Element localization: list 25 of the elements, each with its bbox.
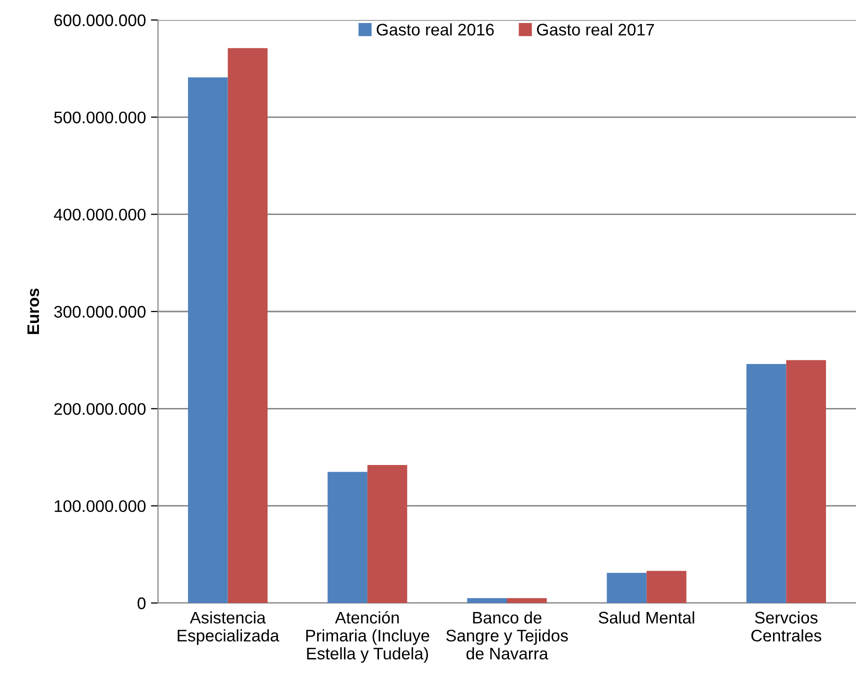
x-tick-label: Banco de Sangre y Tejidos de Navarra bbox=[446, 611, 568, 660]
bar bbox=[507, 598, 547, 603]
x-tick-label: Atención Primaria (Incluye Estella y Tudela) bbox=[306, 611, 430, 663]
y-tick-label: 300.000.000 bbox=[54, 306, 146, 318]
bar bbox=[646, 570, 686, 603]
y-tick-label: 600.000.000 bbox=[54, 14, 146, 26]
x-tick-label: Salud Mental bbox=[598, 611, 694, 624]
y-tick-label: 200.000.000 bbox=[54, 403, 146, 415]
bar bbox=[467, 598, 507, 603]
legend-label: Gasto real 2017 bbox=[537, 23, 654, 36]
bar bbox=[228, 48, 268, 603]
bar bbox=[367, 465, 408, 603]
x-tick-label: Servcios Centrales bbox=[751, 611, 822, 642]
y-tick-label: 500.000.000 bbox=[54, 112, 146, 124]
bar bbox=[786, 360, 826, 603]
legend-label: Gasto real 2016 bbox=[376, 23, 494, 36]
y-tick-label: 0 bbox=[138, 597, 146, 610]
y-tick-label: 400.000.000 bbox=[54, 208, 146, 221]
y-axis-title: Euros bbox=[27, 288, 40, 334]
x-tick-label: Asistencia Especializada bbox=[178, 611, 280, 645]
y-tick-label: 100.000.000 bbox=[54, 500, 146, 512]
bar bbox=[328, 472, 368, 603]
bar bbox=[188, 77, 228, 603]
bar bbox=[606, 572, 647, 603]
bar bbox=[746, 364, 786, 603]
